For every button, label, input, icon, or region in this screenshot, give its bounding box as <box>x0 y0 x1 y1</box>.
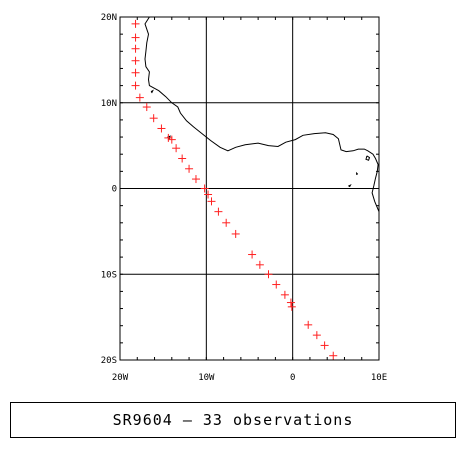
observation-marker <box>204 190 213 199</box>
island-outline <box>150 89 154 94</box>
coastline-west-africa <box>144 16 380 212</box>
observation-marker <box>312 331 321 340</box>
observation-marker <box>200 184 209 193</box>
observation-marker <box>178 154 187 163</box>
observation-marker <box>157 124 166 133</box>
observation-marker <box>131 81 140 90</box>
observation-marker <box>248 250 257 259</box>
caption-box: SR9604 — 33 observations <box>10 402 456 438</box>
lat-label: 20S <box>101 356 117 366</box>
observation-marker <box>131 44 140 53</box>
observation-marker <box>287 302 296 311</box>
observation-marker <box>135 93 144 102</box>
longitude-labels: 20W 10W 0 10E <box>112 373 387 383</box>
observation-marker <box>191 175 200 184</box>
observation-marker <box>231 229 240 238</box>
observation-marker <box>329 351 338 360</box>
observation-marker <box>131 68 140 77</box>
lat-label: 10N <box>101 99 117 109</box>
observation-marker <box>222 218 231 227</box>
lon-label: 20W <box>112 373 129 383</box>
observation-marker <box>131 56 140 65</box>
observation-marker <box>255 260 264 269</box>
latitude-labels: 20N 10N 0 10S 20S <box>101 13 117 366</box>
lat-label: 10S <box>101 270 117 280</box>
observation-marker <box>131 19 140 28</box>
island-outline <box>365 155 371 161</box>
lon-label: 10W <box>198 373 215 383</box>
observation-marker <box>280 290 289 299</box>
lat-label: 0 <box>112 185 117 195</box>
island-outline <box>347 184 352 188</box>
cruise-track-map: 20N 10N 0 10S 20S 20W 10W 0 10E <box>101 13 387 383</box>
island-outline <box>356 171 359 176</box>
observation-marker <box>320 341 329 350</box>
observation-marker <box>264 270 273 279</box>
observation-marker <box>185 164 194 173</box>
observation-marker <box>131 33 140 42</box>
observation-marker <box>167 135 176 144</box>
observation-markers <box>131 19 338 360</box>
observation-marker <box>214 207 223 216</box>
map-frame <box>119 16 380 361</box>
observation-marker <box>286 298 295 307</box>
lon-label: 10E <box>371 373 387 383</box>
observation-marker <box>207 197 216 206</box>
observation-marker <box>164 133 173 142</box>
observation-marker <box>172 144 181 153</box>
graticule <box>119 16 380 361</box>
caption-title: SR9604 — 33 observations <box>112 411 354 429</box>
observation-marker <box>272 280 281 289</box>
observation-marker <box>304 320 313 329</box>
observation-marker <box>149 114 158 123</box>
lat-label: 20N <box>101 13 117 23</box>
lon-label: 0 <box>290 373 295 383</box>
observation-marker <box>142 103 151 112</box>
